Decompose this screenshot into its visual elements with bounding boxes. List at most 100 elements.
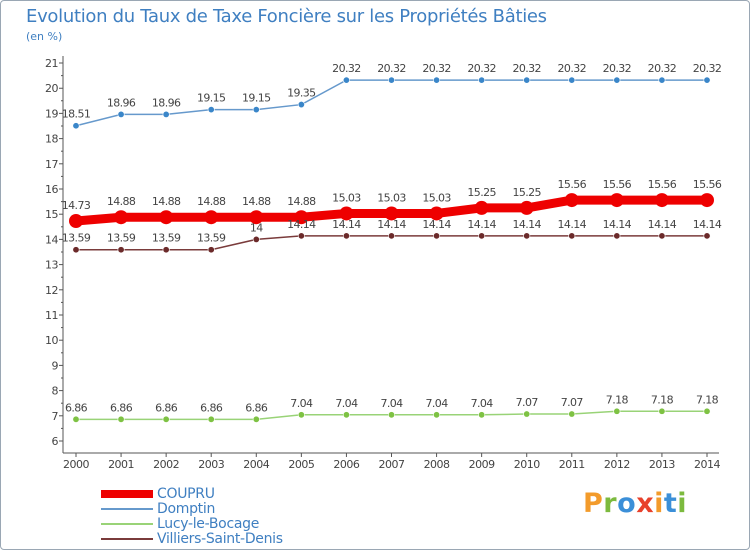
data-label-villiers-saint-denis: 14.14: [287, 218, 316, 231]
legend-item-villiers: Villiers-Saint-Denis: [101, 530, 283, 547]
legend-swatch-villiers: [101, 537, 153, 540]
data-point-lucy-le-bocage: [387, 411, 395, 419]
data-label-villiers-saint-denis: 14.14: [377, 218, 406, 231]
x-tick-label: 2013: [649, 458, 675, 471]
x-tick-label: 2000: [63, 458, 89, 471]
data-point-domptin: [162, 110, 170, 118]
x-tick-label: 2009: [469, 458, 495, 471]
data-label-coupru: 15.25: [512, 186, 541, 199]
data-label-lucy-le-bocage: 7.18: [696, 393, 719, 406]
data-label-domptin: 20.32: [467, 62, 496, 75]
data-label-domptin: 20.32: [603, 62, 632, 75]
data-label-coupru: 15.56: [558, 178, 587, 191]
data-label-villiers-saint-denis: 13.59: [197, 232, 226, 245]
proxiti-logo: Proxiti: [583, 488, 687, 519]
data-point-villiers-saint-denis: [162, 246, 170, 254]
data-label-domptin: 20.32: [377, 62, 406, 75]
data-point-domptin: [433, 76, 441, 84]
data-label-domptin: 20.32: [332, 62, 361, 75]
unit-label: (en %): [26, 30, 63, 43]
y-tick-label: 16: [45, 183, 58, 196]
y-tick-label: 17: [45, 158, 58, 171]
legend-label-lucy: Lucy-le-Bocage: [157, 515, 260, 532]
y-tick-label: 11: [45, 309, 58, 322]
y-tick-label: 9: [52, 359, 59, 372]
data-point-lucy-le-bocage: [207, 415, 215, 423]
data-point-lucy-le-bocage: [433, 411, 441, 419]
x-tick-label: 2002: [153, 458, 179, 471]
data-point-lucy-le-bocage: [342, 411, 350, 419]
data-point-domptin: [252, 106, 260, 114]
logo-letter: x: [636, 488, 655, 519]
y-tick-label: 15: [45, 208, 58, 221]
data-label-domptin: 20.32: [422, 62, 451, 75]
x-tick-label: 2006: [333, 458, 359, 471]
x-tick-label: 2008: [424, 458, 450, 471]
data-label-lucy-le-bocage: 7.18: [606, 393, 629, 406]
data-point-domptin: [117, 110, 125, 118]
y-tick-label: 6: [52, 435, 59, 448]
data-label-villiers-saint-denis: 14.14: [558, 218, 587, 231]
data-point-coupru: [519, 200, 534, 215]
data-point-villiers-saint-denis: [523, 232, 531, 240]
data-label-villiers-saint-denis: 14.14: [332, 218, 361, 231]
y-tick-label: 19: [45, 107, 58, 120]
data-label-coupru: 14.88: [152, 195, 181, 208]
data-label-domptin: 20.32: [558, 62, 587, 75]
data-label-coupru: 14.73: [62, 199, 91, 212]
data-label-lucy-le-bocage: 7.04: [335, 397, 358, 410]
x-tick-label: 2007: [379, 458, 405, 471]
data-point-villiers-saint-denis: [613, 232, 621, 240]
data-point-coupru: [159, 210, 174, 225]
data-point-villiers-saint-denis: [117, 246, 125, 254]
data-label-coupru: 15.56: [648, 178, 677, 191]
x-tick-label: 2005: [288, 458, 314, 471]
data-point-lucy-le-bocage: [252, 415, 260, 423]
data-label-villiers-saint-denis: 13.59: [107, 232, 136, 245]
legend: COUPRU Domptin Lucy-le-Bocage Villiers-S…: [101, 486, 283, 547]
data-label-coupru: 14.88: [197, 195, 226, 208]
data-label-lucy-le-bocage: 6.86: [155, 401, 178, 414]
x-tick-label: 2004: [243, 458, 269, 471]
data-point-coupru: [429, 206, 444, 221]
y-tick-label: 12: [45, 284, 58, 297]
legend-label-domptin: Domptin: [157, 500, 216, 517]
data-point-villiers-saint-denis: [658, 232, 666, 240]
data-point-coupru: [114, 210, 129, 225]
data-point-coupru: [654, 193, 669, 208]
data-point-domptin: [613, 76, 621, 84]
data-label-villiers-saint-denis: 14.14: [467, 218, 496, 231]
data-label-domptin: 20.32: [512, 62, 541, 75]
data-label-lucy-le-bocage: 7.04: [290, 397, 313, 410]
y-tick-label: 21: [45, 57, 58, 70]
data-label-domptin: 20.32: [693, 62, 722, 75]
data-point-lucy-le-bocage: [478, 411, 486, 419]
legend-label-villiers: Villiers-Saint-Denis: [157, 530, 283, 547]
data-label-lucy-le-bocage: 7.04: [380, 397, 403, 410]
data-point-villiers-saint-denis: [478, 232, 486, 240]
data-label-lucy-le-bocage: 6.86: [65, 401, 88, 414]
data-label-domptin: 18.96: [152, 96, 181, 109]
data-label-coupru: 14.88: [242, 195, 271, 208]
data-point-coupru: [609, 193, 624, 208]
data-point-villiers-saint-denis: [433, 232, 441, 240]
data-label-lucy-le-bocage: 6.86: [200, 401, 223, 414]
data-point-villiers-saint-denis: [703, 232, 711, 240]
data-label-lucy-le-bocage: 7.04: [471, 397, 494, 410]
data-point-coupru: [564, 193, 579, 208]
data-label-domptin: 18.51: [62, 108, 91, 121]
data-point-coupru: [474, 200, 489, 215]
data-point-lucy-le-bocage: [703, 407, 711, 415]
data-label-domptin: 20.32: [648, 62, 677, 75]
data-label-villiers-saint-denis: 14: [250, 221, 263, 234]
data-label-domptin: 19.15: [242, 92, 271, 105]
data-point-domptin: [478, 76, 486, 84]
logo-letter: i: [654, 488, 664, 519]
logo-letter: i: [677, 488, 688, 519]
data-point-domptin: [658, 76, 666, 84]
data-point-villiers-saint-denis: [252, 235, 260, 243]
logo-letter: o: [617, 488, 637, 519]
y-tick-label: 10: [45, 334, 58, 347]
